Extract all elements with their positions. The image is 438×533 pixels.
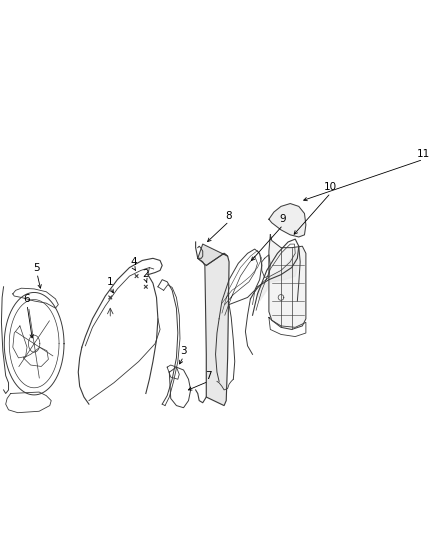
Text: 3: 3 <box>180 346 187 356</box>
Text: 6: 6 <box>24 294 30 304</box>
Text: 9: 9 <box>280 214 286 224</box>
Text: 11: 11 <box>417 149 430 159</box>
Polygon shape <box>198 244 228 265</box>
Text: 8: 8 <box>226 211 233 221</box>
Polygon shape <box>269 235 306 329</box>
Text: 5: 5 <box>34 263 40 272</box>
Polygon shape <box>206 253 229 406</box>
Text: 2: 2 <box>142 269 149 279</box>
Text: 4: 4 <box>131 257 137 267</box>
Polygon shape <box>269 204 306 237</box>
Text: 1: 1 <box>107 277 113 287</box>
Polygon shape <box>258 253 297 301</box>
Text: 10: 10 <box>324 182 337 192</box>
Text: 7: 7 <box>205 370 212 381</box>
